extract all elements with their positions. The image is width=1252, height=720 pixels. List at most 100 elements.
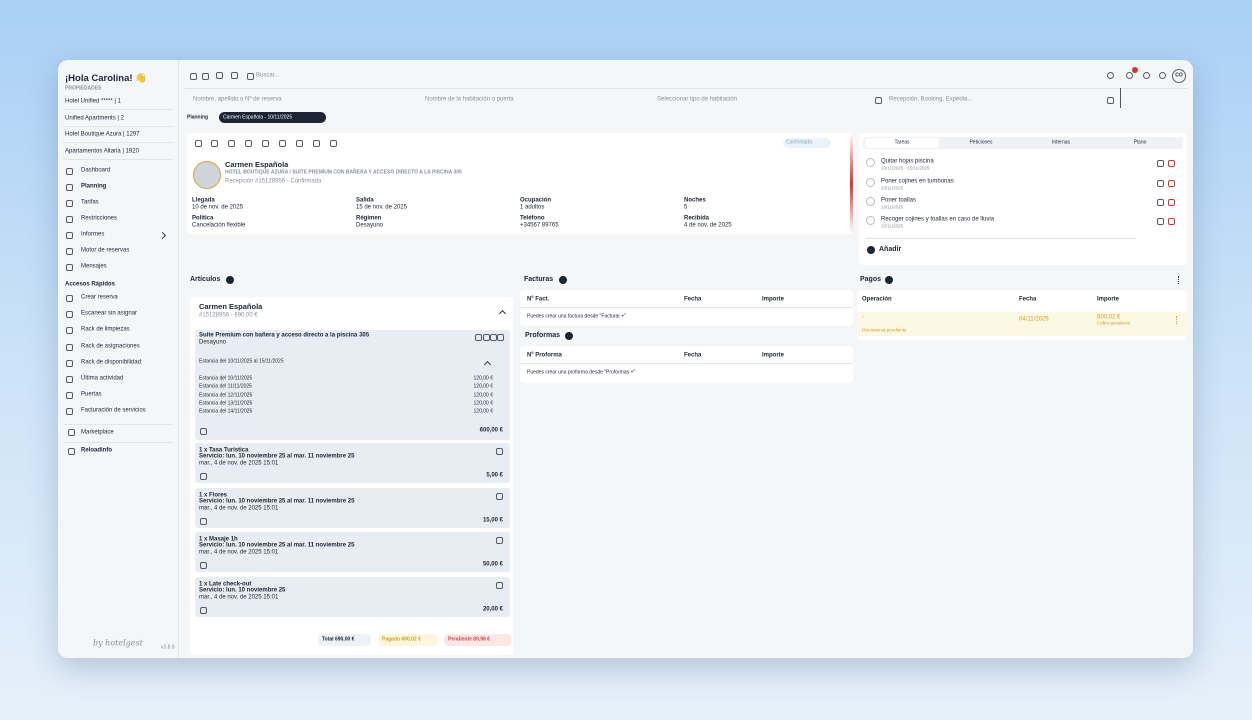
checkbox[interactable] bbox=[866, 158, 875, 167]
search-input[interactable]: Buscar... bbox=[256, 72, 280, 79]
nav-item[interactable]: Reloadinfo bbox=[81, 447, 112, 454]
nav-item[interactable]: Rack de asignaciones bbox=[81, 343, 140, 350]
night-label: Estancia del 14/11/2025 bbox=[199, 408, 253, 415]
more-button[interactable] bbox=[496, 493, 503, 500]
more-button[interactable] bbox=[497, 334, 504, 341]
nav-item[interactable]: Marketplace bbox=[81, 429, 114, 436]
section-label: PROPIEDADES bbox=[65, 85, 102, 92]
field-value: 1 adultos bbox=[520, 204, 545, 211]
nav-item[interactable]: Crear reserva bbox=[81, 294, 118, 301]
add-icon[interactable] bbox=[885, 276, 893, 284]
checkbox[interactable] bbox=[866, 216, 875, 225]
more-button[interactable] bbox=[496, 448, 503, 455]
guest-name: Carmen Española bbox=[199, 301, 263, 311]
nav-item[interactable]: Rack de limpiezas bbox=[81, 326, 130, 333]
edit-button[interactable] bbox=[1157, 160, 1164, 167]
nav-icon bbox=[66, 375, 73, 383]
nav-item[interactable]: Mensajes bbox=[81, 263, 107, 270]
action-button[interactable] bbox=[296, 139, 303, 147]
filter-input[interactable]: Nombre, apellido o Nº de reserva bbox=[193, 96, 282, 103]
add-icon[interactable] bbox=[226, 276, 234, 284]
add-icon[interactable] bbox=[867, 245, 875, 254]
nav-item[interactable]: Puertas bbox=[81, 391, 102, 398]
action-button[interactable] bbox=[211, 139, 218, 147]
tab[interactable]: Tareas bbox=[894, 139, 910, 146]
property-item[interactable]: Hotel Boutique Azura | 1297 bbox=[65, 131, 140, 138]
column-header: Importe bbox=[762, 296, 785, 303]
nav-item[interactable]: Planning bbox=[81, 183, 107, 190]
tab[interactable]: Plano bbox=[1133, 139, 1147, 146]
action-button[interactable] bbox=[262, 139, 269, 147]
filter-input[interactable]: Nombre de la habitación o puerta bbox=[425, 96, 514, 103]
toolbar-button[interactable] bbox=[1159, 72, 1166, 79]
nav-item[interactable]: Informes bbox=[81, 231, 105, 238]
greeting: ¡Hola Carolina! 👋 bbox=[65, 72, 148, 84]
paid-pill bbox=[378, 634, 438, 646]
toolbar-button[interactable] bbox=[1126, 72, 1133, 79]
delete-button[interactable] bbox=[1168, 218, 1175, 225]
nav-icon bbox=[66, 310, 73, 318]
tab-pill[interactable] bbox=[219, 112, 326, 123]
tab[interactable]: Peticiones bbox=[969, 139, 993, 146]
filter-input[interactable]: Seleccionar tipo de habitación bbox=[657, 96, 738, 103]
checkbox[interactable] bbox=[866, 197, 875, 206]
add-button[interactable]: Añadir bbox=[879, 246, 902, 254]
toolbar-button[interactable] bbox=[1107, 72, 1114, 79]
action-button[interactable] bbox=[228, 139, 235, 147]
nav-item[interactable]: Tarifas bbox=[81, 199, 99, 206]
action-button[interactable] bbox=[313, 139, 320, 147]
delete-button[interactable] bbox=[1168, 180, 1175, 187]
room-regime: Desayuno bbox=[199, 339, 227, 346]
forward-button[interactable] bbox=[202, 73, 209, 80]
edit-button[interactable] bbox=[1157, 199, 1164, 206]
lightning bbox=[200, 473, 207, 480]
checkbox[interactable] bbox=[866, 178, 875, 187]
add-icon[interactable] bbox=[565, 332, 573, 340]
service-block bbox=[195, 532, 510, 572]
edit-button[interactable] bbox=[1157, 180, 1164, 187]
more-button[interactable] bbox=[1178, 276, 1181, 284]
nav-item[interactable]: Facturación de servicios bbox=[81, 407, 146, 414]
property-item[interactable]: Unified Apartments | 2 bbox=[65, 115, 124, 122]
payment-amount: 600,02 € bbox=[1097, 314, 1121, 321]
nav-item[interactable]: Rack de disponibilidad bbox=[81, 359, 142, 366]
payment-amount-note: Cobro pendiente bbox=[1097, 320, 1131, 326]
nav-icon bbox=[66, 343, 73, 351]
more-button[interactable] bbox=[496, 582, 503, 589]
toolbar-button[interactable] bbox=[1143, 72, 1150, 79]
breadcrumb[interactable]: Planning bbox=[187, 114, 209, 121]
back-button[interactable] bbox=[190, 73, 197, 80]
nav-icon bbox=[66, 199, 73, 207]
action-button[interactable] bbox=[279, 139, 286, 147]
section-title: Facturas bbox=[524, 276, 554, 284]
task-date: 10/11/2025 bbox=[881, 185, 904, 191]
avatar-initials[interactable]: CO bbox=[1175, 72, 1183, 79]
avatar[interactable] bbox=[1172, 69, 1186, 83]
delete-button[interactable] bbox=[1168, 160, 1175, 167]
nav-item[interactable]: Motor de reservas bbox=[81, 247, 130, 254]
nav-item[interactable]: Última actividad bbox=[81, 375, 124, 382]
tab[interactable]: Carmen Española - 10/11/2025 bbox=[223, 114, 293, 121]
nav-item[interactable]: Escanear sin asignar bbox=[81, 310, 138, 317]
action-button[interactable] bbox=[330, 139, 337, 147]
action-button[interactable] bbox=[195, 139, 202, 147]
grid-button[interactable] bbox=[231, 72, 238, 79]
add-icon[interactable] bbox=[559, 276, 567, 284]
nav-icon bbox=[66, 263, 73, 271]
tab[interactable]: Internas bbox=[1051, 139, 1071, 146]
total: Total 690,00 € bbox=[322, 636, 355, 643]
column-header: Importe bbox=[1097, 296, 1120, 303]
edit-button[interactable] bbox=[1157, 218, 1164, 225]
task-title: Poner toallas bbox=[881, 197, 917, 204]
filter-input[interactable]: Recepción, Booking, Expedia... bbox=[889, 96, 973, 103]
nav-item[interactable]: Restricciones bbox=[81, 215, 118, 222]
calendar-button[interactable] bbox=[216, 72, 223, 79]
more-button[interactable] bbox=[1176, 316, 1179, 324]
action-button[interactable] bbox=[245, 139, 252, 147]
more-button[interactable] bbox=[496, 537, 503, 544]
delete-button[interactable] bbox=[1168, 199, 1175, 206]
nav-item[interactable]: Dashboard bbox=[81, 167, 111, 174]
property-item[interactable]: Hotel Unified ***** | 1 bbox=[65, 98, 121, 105]
property-item[interactable]: Apartamentos Altaria | 1920 bbox=[65, 148, 139, 155]
divider bbox=[63, 159, 173, 160]
